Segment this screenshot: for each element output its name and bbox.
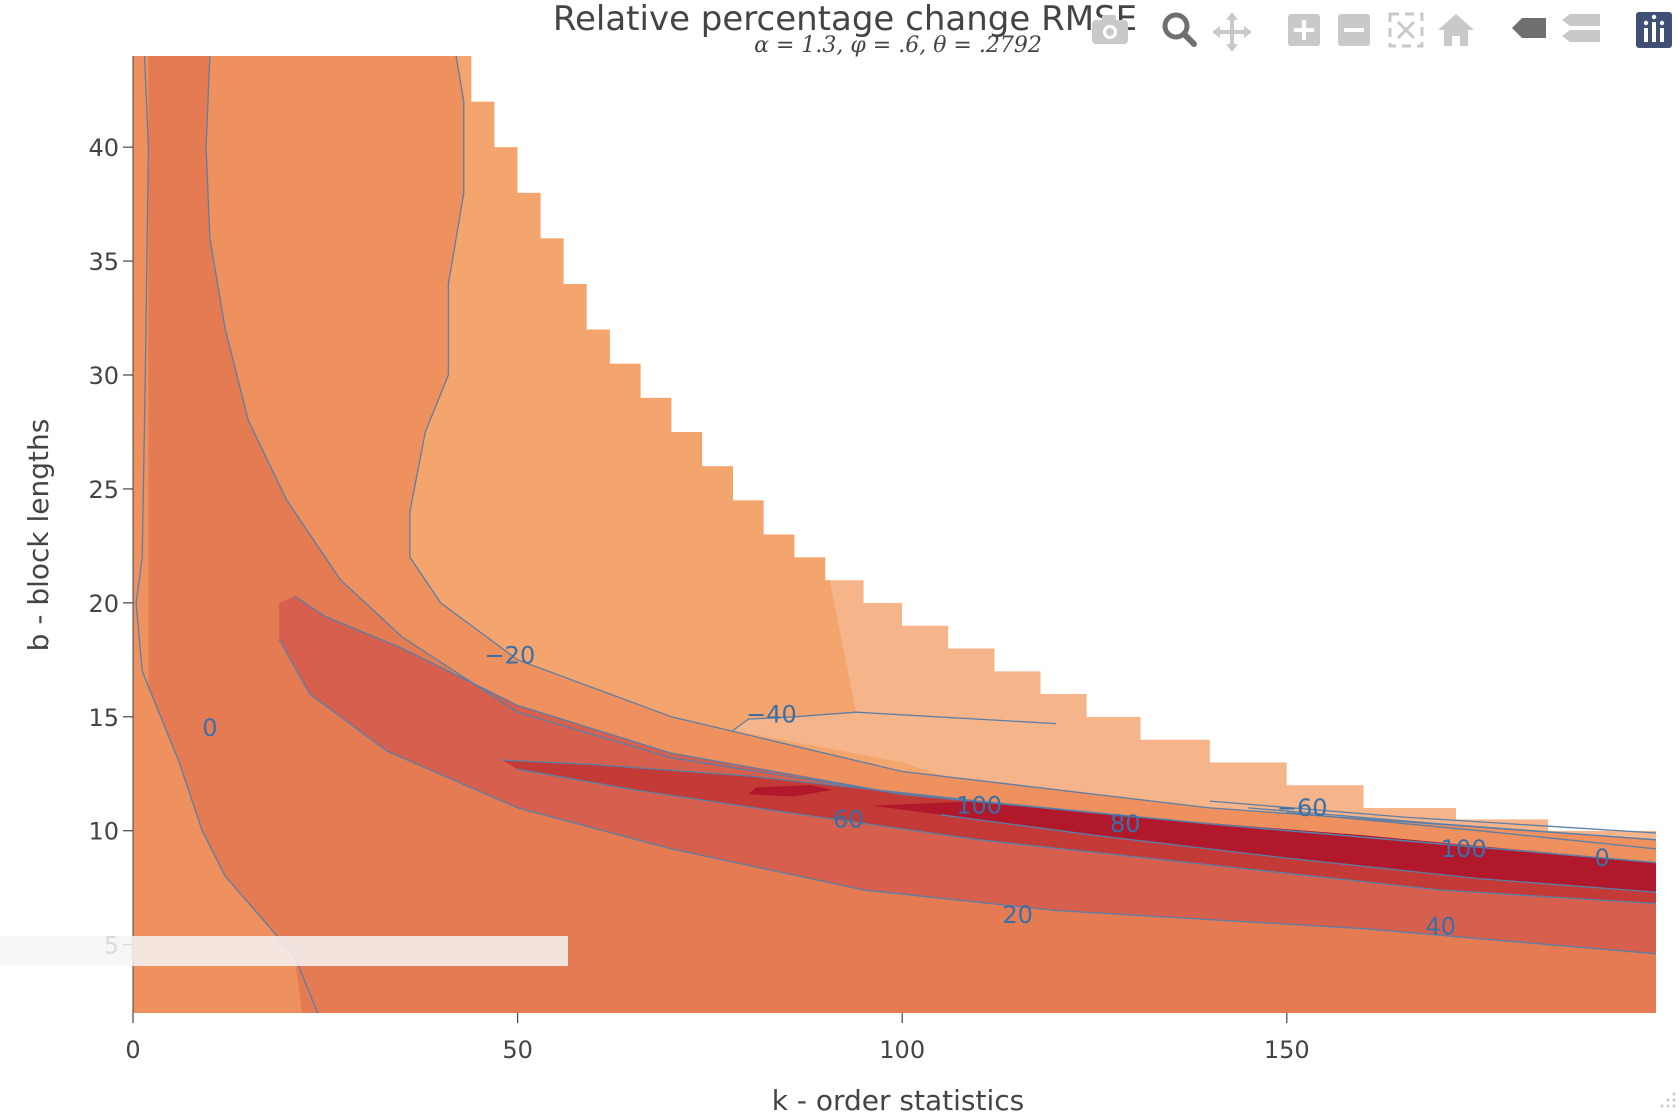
x-tick-label: 100 xyxy=(879,1036,925,1064)
contour-label-7: −60 xyxy=(1277,794,1328,822)
chart-title: Relative percentage change RMSE xyxy=(553,0,1137,39)
y-tick-label: 25 xyxy=(88,476,119,504)
axes: 510152025303540050100150 xyxy=(88,56,1310,1064)
resize-handle-icon[interactable] xyxy=(1660,1092,1676,1108)
y-axis-label: b - block lengths xyxy=(22,419,55,652)
contour-line-7 xyxy=(517,768,1657,905)
contour-line-5 xyxy=(278,638,1657,955)
contour-line-8 xyxy=(940,814,1657,893)
y-tick-label: 30 xyxy=(88,362,119,390)
y-tick-label: 40 xyxy=(88,134,119,162)
y-tick-label: 35 xyxy=(88,248,119,276)
y-tick-label: 20 xyxy=(88,590,119,618)
zoom-in-icon[interactable] xyxy=(1288,14,1320,46)
contour-label-3: −40 xyxy=(746,701,797,729)
contour-line-6 xyxy=(502,759,1657,864)
contour-label-9: 0 xyxy=(1595,844,1610,872)
contour-label-6: 80 xyxy=(1110,810,1141,838)
contour-line-3 xyxy=(732,711,1057,732)
contour-fills xyxy=(133,56,1657,1013)
contour-lines xyxy=(135,55,1657,1014)
autoscale-icon[interactable] xyxy=(1388,12,1424,48)
hover-overlay xyxy=(0,936,568,966)
contour-line-11 xyxy=(1248,807,1657,841)
contour-region-deep-red xyxy=(871,801,1656,893)
contour-label-8: 100 xyxy=(1441,835,1487,863)
contour-label-10: 20 xyxy=(1002,901,1033,929)
zoom-icon[interactable] xyxy=(1162,12,1197,47)
y-tick-label: 10 xyxy=(88,818,119,846)
y-tick-label: 15 xyxy=(88,704,119,732)
x-tick-label: 0 xyxy=(125,1036,140,1064)
contour-label-11: 40 xyxy=(1425,912,1456,940)
contour-label-5: 100 xyxy=(956,792,1002,820)
contour-region-left-strip xyxy=(133,56,303,1013)
x-tick-label: 150 xyxy=(1264,1036,1310,1064)
contour-region-empty xyxy=(456,56,1657,831)
chart-subtitle: α = 1.3, φ = .6, θ = .2792 xyxy=(754,33,1042,58)
contour-line-9 xyxy=(135,55,319,1014)
contour-label-1: 0 xyxy=(202,714,217,742)
contour-line-12 xyxy=(1286,811,1657,850)
camera-icon[interactable] xyxy=(1092,15,1128,44)
zoom-out-icon[interactable] xyxy=(1338,14,1370,46)
contour-label-2: −20 xyxy=(485,641,536,669)
compare-hover-icon[interactable] xyxy=(1562,14,1600,42)
modebar xyxy=(1092,12,1672,52)
contour-line-10 xyxy=(1209,800,1657,834)
x-tick-label: 50 xyxy=(502,1036,533,1064)
pan-icon[interactable] xyxy=(1212,12,1252,52)
x-axis-label: k - order statistics xyxy=(772,1084,1025,1112)
home-icon[interactable] xyxy=(1438,14,1474,46)
contour-line-2 xyxy=(409,55,1657,841)
contour-region-spot xyxy=(748,785,833,797)
contour-label-4: 60 xyxy=(833,805,864,833)
plotly-logo-icon[interactable] xyxy=(1636,12,1672,48)
contour-labels: 0 −20 −40 60 100 80 −60 100 0 20 40 xyxy=(202,641,1610,940)
spike-lines-icon[interactable] xyxy=(1512,18,1546,38)
